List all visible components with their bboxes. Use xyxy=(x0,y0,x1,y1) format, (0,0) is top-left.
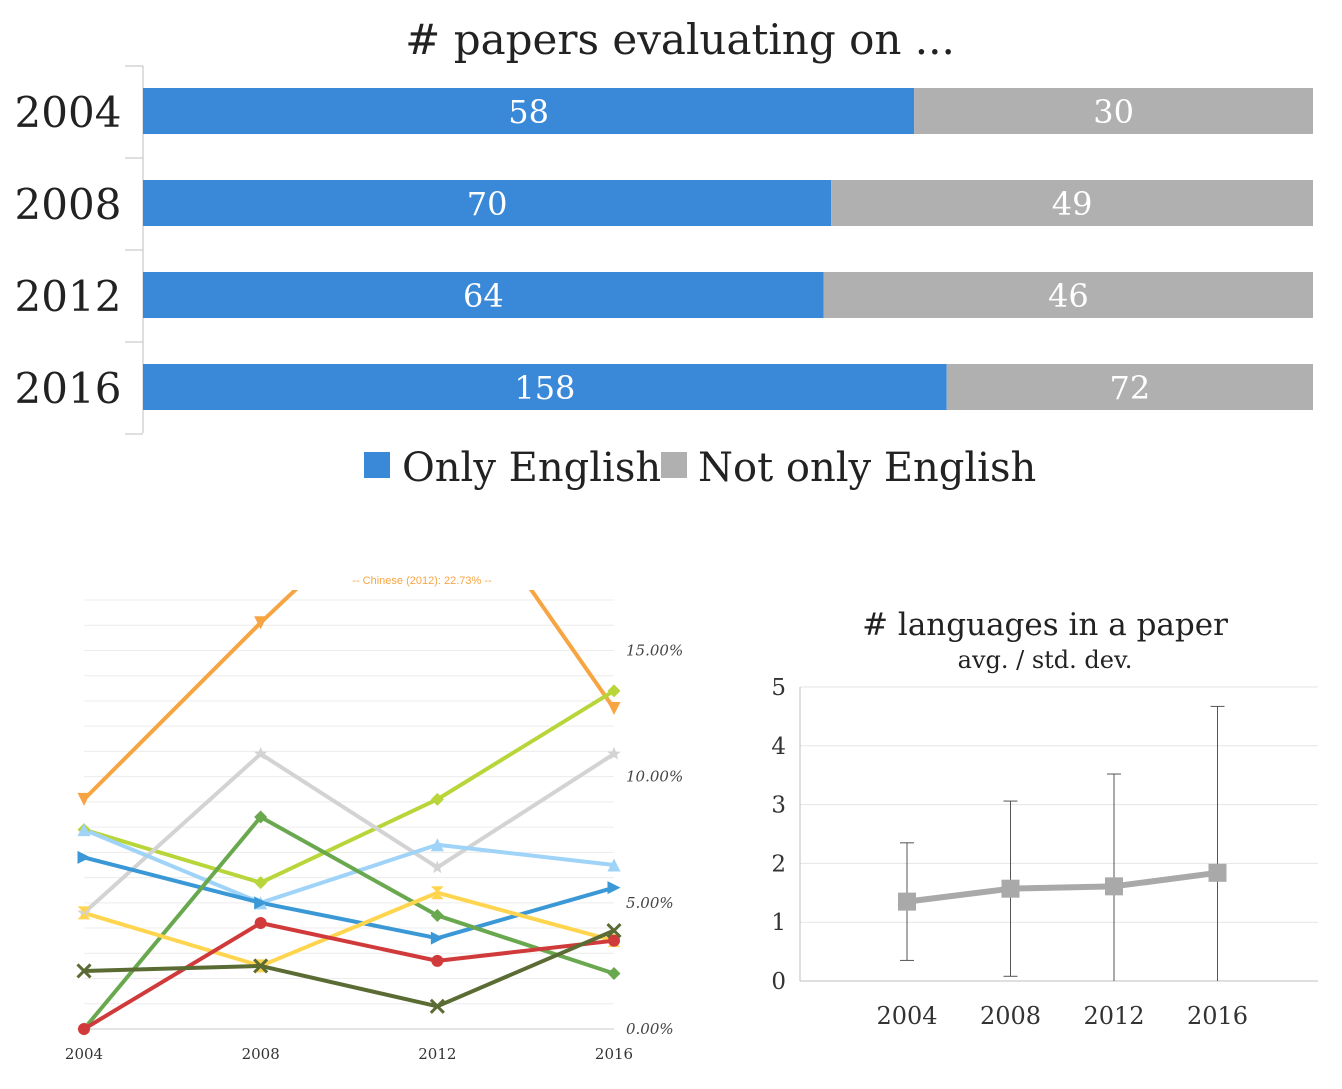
data-point xyxy=(254,876,268,890)
category-label: 2016 xyxy=(15,364,122,413)
x-tick-label: 2004 xyxy=(876,1002,937,1030)
data-label: 49 xyxy=(1052,185,1093,223)
legend-label: Only English xyxy=(402,445,661,491)
bar-segment-only-english xyxy=(143,364,947,410)
chart-title: # papers evaluating on ... xyxy=(405,15,955,64)
data-point xyxy=(607,746,621,760)
legend-swatch xyxy=(661,452,687,478)
x-tick-label: 2016 xyxy=(595,1045,633,1063)
line-plot-area xyxy=(76,590,622,1036)
data-label: 46 xyxy=(1048,277,1089,315)
data-point-stroke xyxy=(253,958,269,974)
data-point xyxy=(254,616,268,630)
y-tick-label: 5.00% xyxy=(626,894,674,912)
mean-point xyxy=(1105,877,1123,896)
y-tick-label: 15.00% xyxy=(626,641,683,659)
languages-per-paper-chart: # languages in a paper avg. / std. dev. 0 1… xyxy=(771,607,1318,1030)
data-point xyxy=(430,792,444,806)
data-point xyxy=(430,886,444,900)
legend-label: Not only English xyxy=(698,445,1036,491)
data-point xyxy=(430,860,444,874)
data-point xyxy=(431,954,444,967)
series-line-8 xyxy=(83,928,615,1009)
y-tick-label: 2 xyxy=(771,851,786,877)
data-point-stroke xyxy=(606,923,622,939)
data-point xyxy=(77,906,91,920)
data-label: 158 xyxy=(514,369,575,407)
bar-segment-not-only-english xyxy=(946,364,1313,410)
data-point xyxy=(254,896,268,910)
bar-segment-only-english xyxy=(143,88,915,134)
data-point-stroke xyxy=(429,998,445,1014)
data-label: 30 xyxy=(1093,93,1134,131)
category-label: 2012 xyxy=(15,272,122,321)
x-tick-label: 2012 xyxy=(1083,1002,1144,1030)
category-label: 2008 xyxy=(15,180,122,229)
bar-segment-not-only-english xyxy=(823,272,1313,318)
series-line-7 xyxy=(82,921,615,1031)
data-label: 58 xyxy=(508,93,549,131)
category-label: 2004 xyxy=(15,88,122,137)
y-tick-label: 5 xyxy=(771,675,786,701)
mean-line xyxy=(906,869,1218,905)
mean-point xyxy=(1208,863,1227,882)
data-point xyxy=(607,702,621,716)
data-point xyxy=(430,931,444,945)
x-tick-label: 2016 xyxy=(1187,1002,1248,1030)
data-point xyxy=(430,908,444,922)
series-line-5 xyxy=(82,815,615,1031)
series-line-0 xyxy=(82,590,616,801)
mean-point xyxy=(898,892,916,911)
stacked-bar-chart: # papers evaluating on ... 2004 58 30 2008 70… xyxy=(15,15,1313,491)
y-tick-label: 1 xyxy=(771,910,786,936)
series-line-1 xyxy=(83,689,616,885)
x-tick-label: 2004 xyxy=(65,1045,103,1063)
data-point xyxy=(254,810,268,824)
series-line-4 xyxy=(83,855,615,941)
y-tick-label: 10.00% xyxy=(626,768,683,786)
data-point xyxy=(76,963,92,979)
y-tick-label: 0.00% xyxy=(626,1020,674,1038)
chart-title: # languages in a paper xyxy=(862,607,1228,643)
data-point xyxy=(253,958,269,974)
data-point xyxy=(607,858,621,872)
mean-point xyxy=(1001,879,1020,898)
series-line-2 xyxy=(82,751,616,915)
data-point xyxy=(430,838,444,852)
data-point xyxy=(607,684,621,698)
x-tick-label: 2008 xyxy=(242,1045,280,1063)
bar-segment-only-english xyxy=(143,272,824,318)
data-point xyxy=(254,746,268,760)
x-tick-label: 2012 xyxy=(418,1045,456,1063)
y-tick-label: 0 xyxy=(771,969,786,995)
data-point-stroke xyxy=(76,963,92,979)
data-point xyxy=(254,917,267,930)
data-label: 64 xyxy=(463,277,504,315)
bar-segment-not-only-english xyxy=(831,180,1313,226)
bar-segment-not-only-english xyxy=(914,88,1313,134)
data-label: 70 xyxy=(467,185,508,223)
y-tick-label: 3 xyxy=(771,793,786,819)
data-point xyxy=(606,923,622,939)
data-point xyxy=(429,998,445,1014)
legend-swatch xyxy=(364,452,390,478)
data-point xyxy=(607,966,621,980)
data-point xyxy=(78,1023,90,1035)
data-point xyxy=(77,850,91,864)
data-point xyxy=(607,881,621,895)
series-line-3 xyxy=(83,827,615,905)
chart-subtitle: avg. / std. dev. xyxy=(958,646,1133,674)
annotation: -- Chinese (2012): 22.73% -- xyxy=(352,575,492,587)
data-label: 72 xyxy=(1110,369,1151,407)
x-tick-label: 2008 xyxy=(980,1002,1041,1030)
series-line-6 xyxy=(83,890,615,968)
data-point xyxy=(608,934,620,947)
data-point xyxy=(77,792,91,806)
bar-segment-only-english xyxy=(143,180,832,226)
data-point xyxy=(77,823,91,837)
y-tick-label: 4 xyxy=(771,734,786,760)
language-share-line-chart: 0.00% 5.00% 10.00% 15.00% 2004 2008 2012 2016 --… xyxy=(65,575,683,1063)
